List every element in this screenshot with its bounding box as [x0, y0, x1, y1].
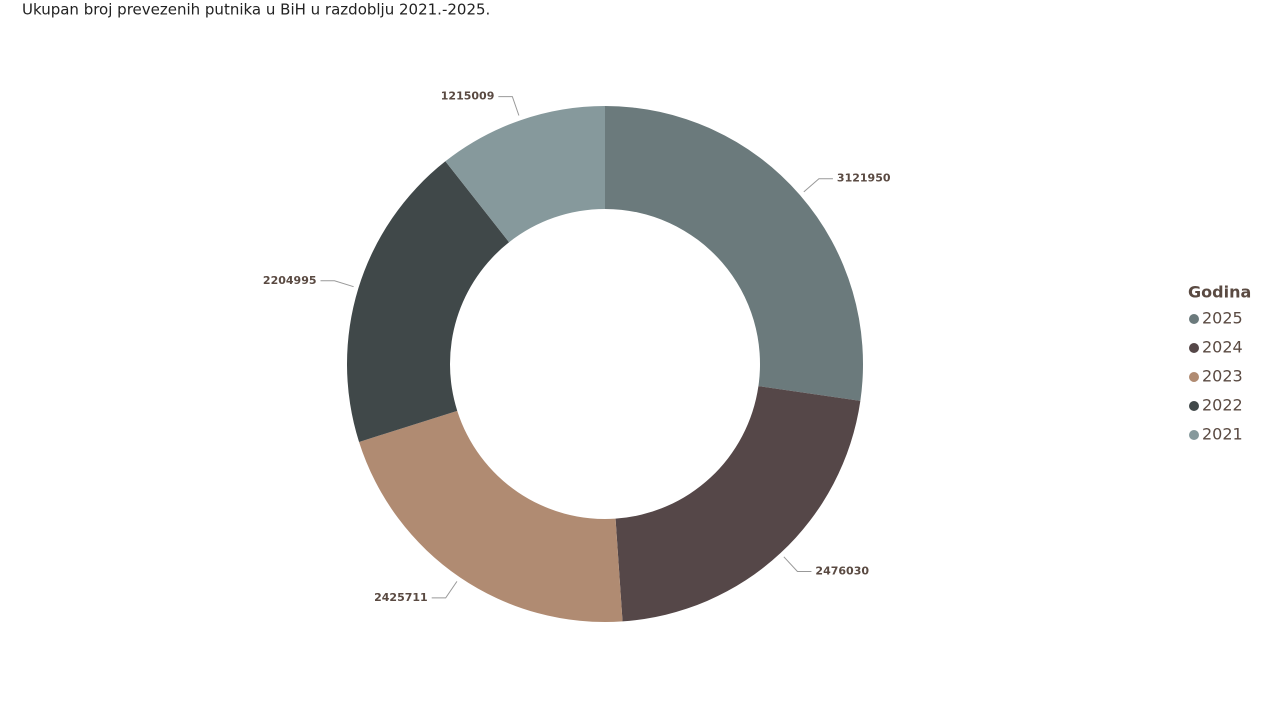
leader-line [783, 556, 812, 573]
leader-line [803, 178, 833, 193]
legend-item[interactable]: 2025 [1202, 309, 1243, 328]
legend-marker [1189, 430, 1199, 440]
legend-item[interactable]: 2024 [1202, 338, 1243, 357]
slice [445, 106, 605, 243]
legend-marker [1189, 343, 1199, 353]
leader-line [320, 280, 354, 288]
slice [359, 410, 623, 622]
legend-item[interactable]: 2021 [1202, 425, 1243, 444]
value-label: 1215009 [441, 90, 495, 103]
value-label: 2204995 [263, 274, 317, 287]
legend-marker [1189, 401, 1199, 411]
legend-item[interactable]: 2023 [1202, 367, 1243, 386]
legend-title: Godina [1188, 283, 1251, 302]
value-label: 2476030 [815, 565, 869, 578]
value-label: 3121950 [837, 172, 891, 185]
slice [347, 161, 510, 442]
legend-item[interactable]: 2022 [1202, 396, 1243, 415]
slice [605, 106, 863, 401]
leader-line [431, 581, 458, 599]
value-label: 2425711 [374, 591, 428, 604]
slice [615, 386, 861, 622]
leader-line [498, 96, 520, 116]
legend-marker [1189, 314, 1199, 324]
legend-marker [1189, 372, 1199, 382]
chart-title: Ukupan broj prevezenih putnika u BiH u r… [22, 1, 490, 19]
